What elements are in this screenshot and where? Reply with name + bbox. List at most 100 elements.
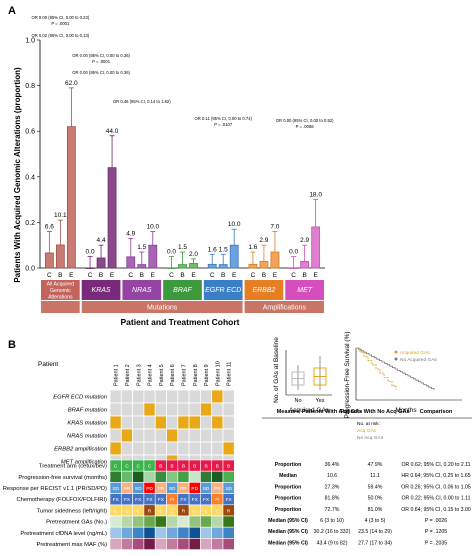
clin-cell-text: R (182, 508, 186, 514)
alt-cell (188, 428, 201, 443)
alt-cell (132, 428, 145, 443)
clin-cell-text: B (193, 464, 196, 470)
clin-cell (200, 470, 212, 483)
value-label: 2.9 (300, 237, 309, 244)
clin-cell (222, 526, 235, 539)
bar-cat-label: B (99, 272, 103, 279)
alt-cell (109, 415, 122, 430)
alt-cell (211, 402, 224, 417)
bar-cat-label: C (47, 272, 52, 279)
panel-a-annotations: OR 0.00 (95% CI, 0.00 to 0.23) P = .0001 O… (31, 15, 334, 129)
alt-cell (199, 389, 213, 404)
clin-cell (200, 526, 212, 539)
stat-annotation: P = .0107 (214, 122, 233, 127)
clin-cell (109, 515, 122, 528)
alt-cell (154, 389, 167, 404)
clin-cell-text: PD (191, 486, 198, 492)
clin-cell-text: FX (158, 497, 165, 503)
bar-g4-b2 (229, 244, 239, 269)
alt-cell (143, 428, 156, 443)
patient-col-header: Patient 9 (204, 364, 210, 386)
clin-cell-text: FI (170, 497, 174, 503)
table-cell: Proportion (275, 507, 302, 513)
bar-cat-label: C (169, 272, 174, 279)
stat-annotation: OR 0.00 (95% CI, 0.00 to 0.23) (31, 15, 89, 20)
bar-g4-b0 (207, 263, 217, 269)
group-label-text: Genomic (50, 288, 71, 294)
clin-cell-text: FX (113, 497, 120, 503)
panel-a-letter: A (8, 5, 16, 17)
bar-g1-b1 (96, 257, 106, 269)
bar-cat-label: C (291, 272, 296, 279)
clin-cell-text: R (148, 508, 152, 514)
clin-cell-text: B (182, 464, 185, 470)
bar-cat-label: C (251, 272, 256, 279)
clin-cell-text: FX (226, 497, 233, 503)
table-cell: 81.0% (368, 507, 383, 513)
alteration-row-label: ERBB2 amplification (54, 447, 107, 453)
bar-cat-label: E (232, 272, 237, 279)
clinical-grid: Treatment arm (cetux/bev) C C C C B B B B B B B Prog… (3, 459, 235, 550)
alt-cell (188, 389, 201, 404)
clin-cell (132, 470, 145, 483)
clinical-row-label: Treatment arm (cetux/bev) (39, 464, 107, 470)
baseline-boxplot: No. of GAs at Baseline Acquired GAs No Y… (273, 337, 332, 414)
bar-cat-label: B (302, 272, 306, 279)
category-mutations-box (81, 301, 243, 313)
bar-g5-b0 (248, 263, 258, 269)
alt-cell (143, 402, 156, 417)
clin-cell-text: L (193, 508, 196, 514)
patient-col-header: Patient 6 (170, 364, 176, 386)
alt-cell (120, 441, 134, 456)
table-header: Patients With No Acq GAs (340, 409, 409, 415)
table-cell: Proportion (275, 496, 302, 502)
bar-cat-label: B (221, 272, 225, 279)
clin-cell-text: L (114, 508, 117, 514)
value-label: 4.9 (126, 230, 135, 237)
value-label: 1.5 (137, 244, 146, 251)
clin-cell (188, 515, 201, 528)
patient-col-header: Patient 1 (114, 364, 120, 386)
stat-annotation: OR 0.00 (95% CI, 0.00 to 0.36) (72, 70, 130, 75)
category-amplifications-label: Amplifications (263, 305, 307, 312)
stat-annotation: P = .0001 (92, 59, 111, 64)
alteration-row-label: KRAS mutation (67, 421, 107, 427)
y-tick-label: 0.6 (25, 129, 35, 136)
km-risk-noacq: No Acq GAs (357, 435, 384, 441)
table-cell: 81.8% (325, 496, 340, 502)
bar-g2-b0 (126, 256, 136, 269)
value-label: 0.0 (167, 249, 176, 256)
bar-g1-b0 (85, 267, 95, 269)
clin-cell-text: PD (146, 486, 153, 492)
clin-cell-text: B (159, 464, 162, 470)
y-tick-label: 1.0 (25, 38, 35, 45)
alt-cell (143, 441, 156, 456)
clin-cell (132, 515, 145, 528)
bar-cat-label: E (191, 272, 196, 279)
clin-cell (222, 515, 235, 528)
alt-cell (211, 415, 224, 430)
clin-cell (143, 470, 156, 483)
bar-g0-b1 (55, 244, 65, 269)
alt-cell (166, 389, 179, 404)
patient-col-header: Patient 4 (148, 364, 154, 386)
alteration-row-label: MET amplification (61, 460, 107, 466)
bar-g3-b0 (167, 267, 176, 269)
alt-cell (120, 402, 134, 417)
alt-cell (222, 415, 235, 430)
clin-cell-text: B (204, 464, 207, 470)
clin-cell-text: SD (112, 486, 119, 492)
clin-cell (154, 470, 167, 483)
alt-cell (143, 389, 156, 404)
alt-cell (154, 428, 167, 443)
patient-header: Patient (38, 361, 58, 368)
alt-cell (154, 441, 167, 456)
alt-cell (211, 428, 224, 443)
table-cell: Proportion (275, 462, 302, 468)
clin-cell (188, 526, 201, 539)
boxplot-xlabel: Acquired GAs (289, 407, 330, 414)
clin-cell (132, 526, 145, 539)
group-label-text: KRAS (92, 287, 111, 294)
